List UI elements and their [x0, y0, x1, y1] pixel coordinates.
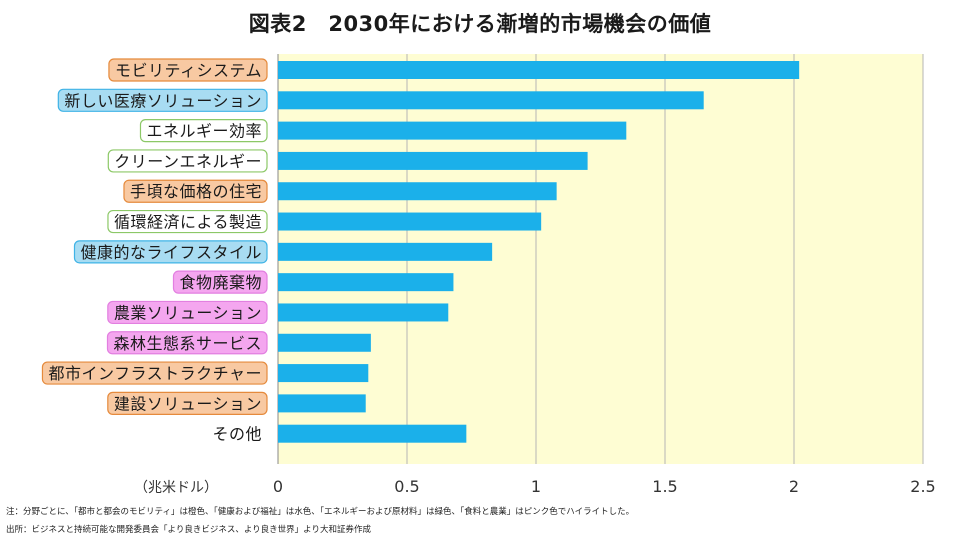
x-axis-label: （兆米ドル） [134, 480, 218, 496]
category-highlight-box [41, 361, 268, 385]
bar [278, 273, 454, 292]
footnote: 注：分野ごとに、「都市と都会のモビリティ」は橙色、「健康および福祉」は水色、「エ… [6, 507, 635, 517]
category-label: 農業ソリューション [107, 300, 268, 325]
category-label-text: 森林生態系サービス [113, 334, 262, 353]
category-label: 新しい医療ソリューション [57, 88, 268, 112]
x-tick-label: 0 [273, 477, 283, 496]
x-tick-labels: 0 0.5 1 1.5 2 2.5 [273, 477, 936, 496]
category-label: エネルギー効率 [139, 119, 268, 143]
x-tick-label: 1 [531, 477, 541, 496]
category-highlight-box [73, 240, 268, 264]
category-label-text: エネルギー効率 [146, 122, 262, 141]
category-label: モビリティシステム [108, 58, 268, 82]
source-note: 出所：ビジネスと持続可能な開発委員会「より良きビジネス、より良き世界」より大和証… [6, 525, 371, 535]
category-highlight-box [57, 88, 268, 112]
bar [278, 121, 627, 140]
category-label-text: 新しい医療ソリューション [64, 91, 262, 110]
category-highlight-box [108, 58, 268, 82]
bar [278, 212, 542, 231]
bar [278, 424, 467, 443]
category-labels: モビリティシステム新しい医療ソリューションエネルギー効率クリーンエネルギー手頃な… [41, 58, 268, 444]
bar [278, 394, 366, 413]
bar [278, 151, 588, 170]
category-highlight-box [107, 209, 268, 234]
bar [278, 91, 704, 110]
category-label-text: 農業ソリューション [114, 303, 262, 322]
bar [278, 333, 371, 352]
x-tick-label: 1.5 [652, 477, 677, 496]
category-label: 手頃な価格の住宅 [123, 179, 268, 203]
category-label: 都市インフラストラクチャー [41, 361, 268, 385]
category-label-text: 都市インフラストラクチャー [48, 364, 262, 383]
x-tick-label: 0.5 [394, 477, 419, 496]
category-highlight-box [172, 270, 268, 294]
category-label: その他 [212, 425, 262, 444]
x-tick-label: 2.5 [910, 477, 935, 496]
category-label-text: 食物廃棄物 [179, 273, 262, 292]
category-highlight-box [106, 331, 268, 355]
category-label-text: 循環経済による製造 [114, 213, 262, 232]
category-label-text: 建設ソリューション [114, 394, 262, 413]
bar [278, 242, 493, 261]
category-highlight-box [107, 391, 268, 415]
category-label: 食物廃棄物 [172, 270, 268, 294]
category-highlight-box [123, 179, 268, 203]
category-label: クリーンエネルギー [107, 149, 268, 173]
category-label-text: 健康的なライフスタイル [80, 243, 262, 262]
bars [278, 61, 800, 443]
chart-title: 図表2 2030年における漸増的市場機会の価値 [248, 12, 712, 36]
x-tick-label: 2 [789, 477, 799, 496]
category-label-text: クリーンエネルギー [114, 152, 262, 171]
category-label: 森林生態系サービス [106, 331, 268, 355]
category-highlight-box [107, 149, 268, 173]
category-highlight-box [107, 300, 268, 325]
category-label: 建設ソリューション [107, 391, 268, 415]
bar [278, 182, 557, 201]
category-label: 循環経済による製造 [107, 209, 268, 234]
bar [278, 61, 800, 79]
category-label: 健康的なライフスタイル [73, 240, 268, 264]
bar [278, 303, 449, 322]
category-label-text: その他 [212, 425, 262, 444]
category-label-text: モビリティシステム [115, 61, 262, 80]
category-label-text: 手頃な価格の住宅 [130, 182, 262, 201]
bar [278, 364, 369, 383]
category-highlight-box [139, 119, 268, 143]
